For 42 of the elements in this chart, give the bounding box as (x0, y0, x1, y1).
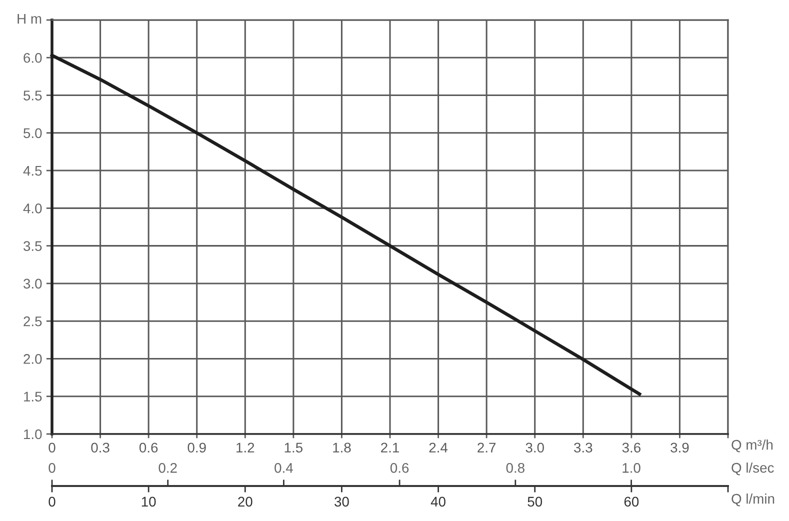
x-tick-label: 50 (528, 496, 542, 507)
y-tick-label: 4.0 (23, 204, 42, 214)
x-tick-label: 2.1 (381, 442, 399, 452)
x-tick-label: 3.6 (622, 442, 640, 453)
x2-tick-label: 0.4 (274, 463, 293, 473)
x-tick-label: 60 (624, 496, 639, 507)
x-tick-label: 0.3 (91, 442, 110, 453)
x-tick-label: 2.7 (478, 442, 496, 452)
x-tick-label: 10 (142, 496, 156, 507)
x-tick-label: 3.9 (670, 442, 689, 453)
x-tick-label: 0 (48, 442, 56, 453)
y-tick-label: 2.0 (24, 354, 42, 364)
x-tick-label: 40 (430, 496, 446, 507)
x-tick-label: 1.5 (284, 442, 302, 453)
y-tick-label: 5.0 (24, 128, 42, 138)
x2-tick-label: 0 (48, 463, 56, 473)
x2-axis-title: Q l/sec (732, 462, 774, 476)
x-tick-label: 20 (238, 496, 252, 507)
y-tick-label: 2.5 (24, 316, 42, 326)
y-tick-label: 3.5 (24, 241, 42, 251)
y-tick-label: 4.5 (23, 166, 42, 176)
x2-tick-label: 0.2 (158, 463, 177, 473)
x-tick-label: 30 (334, 496, 349, 507)
x-tick-label: 1.8 (333, 442, 351, 453)
x2-tick-label: 1.0 (622, 463, 640, 473)
x2-tick-label: 0.8 (506, 463, 524, 473)
x-tick-label: 1.2 (236, 442, 254, 452)
x-tick-label: 3.0 (526, 442, 544, 453)
x2-tick-label: 0.6 (390, 463, 409, 473)
y-tick-label: 1.0 (24, 429, 42, 440)
x-axis-title: Q l/min (732, 494, 774, 506)
y-tick-label: 3.0 (24, 278, 42, 289)
x-tick-label: 0.9 (188, 442, 206, 453)
x-tick-label: 2.4 (429, 442, 448, 452)
x-tick-label: 3.3 (574, 442, 592, 453)
y-axis-title: H m (18, 14, 42, 24)
x-tick-label: 0.6 (139, 442, 158, 453)
y-tick-label: 5.5 (24, 90, 42, 100)
y-tick-label: 1.5 (24, 392, 42, 402)
x-tick-label: 0 (48, 496, 56, 507)
x-axis-title: Q m³/h (732, 440, 773, 452)
y-tick-label: 6.0 (24, 52, 42, 63)
